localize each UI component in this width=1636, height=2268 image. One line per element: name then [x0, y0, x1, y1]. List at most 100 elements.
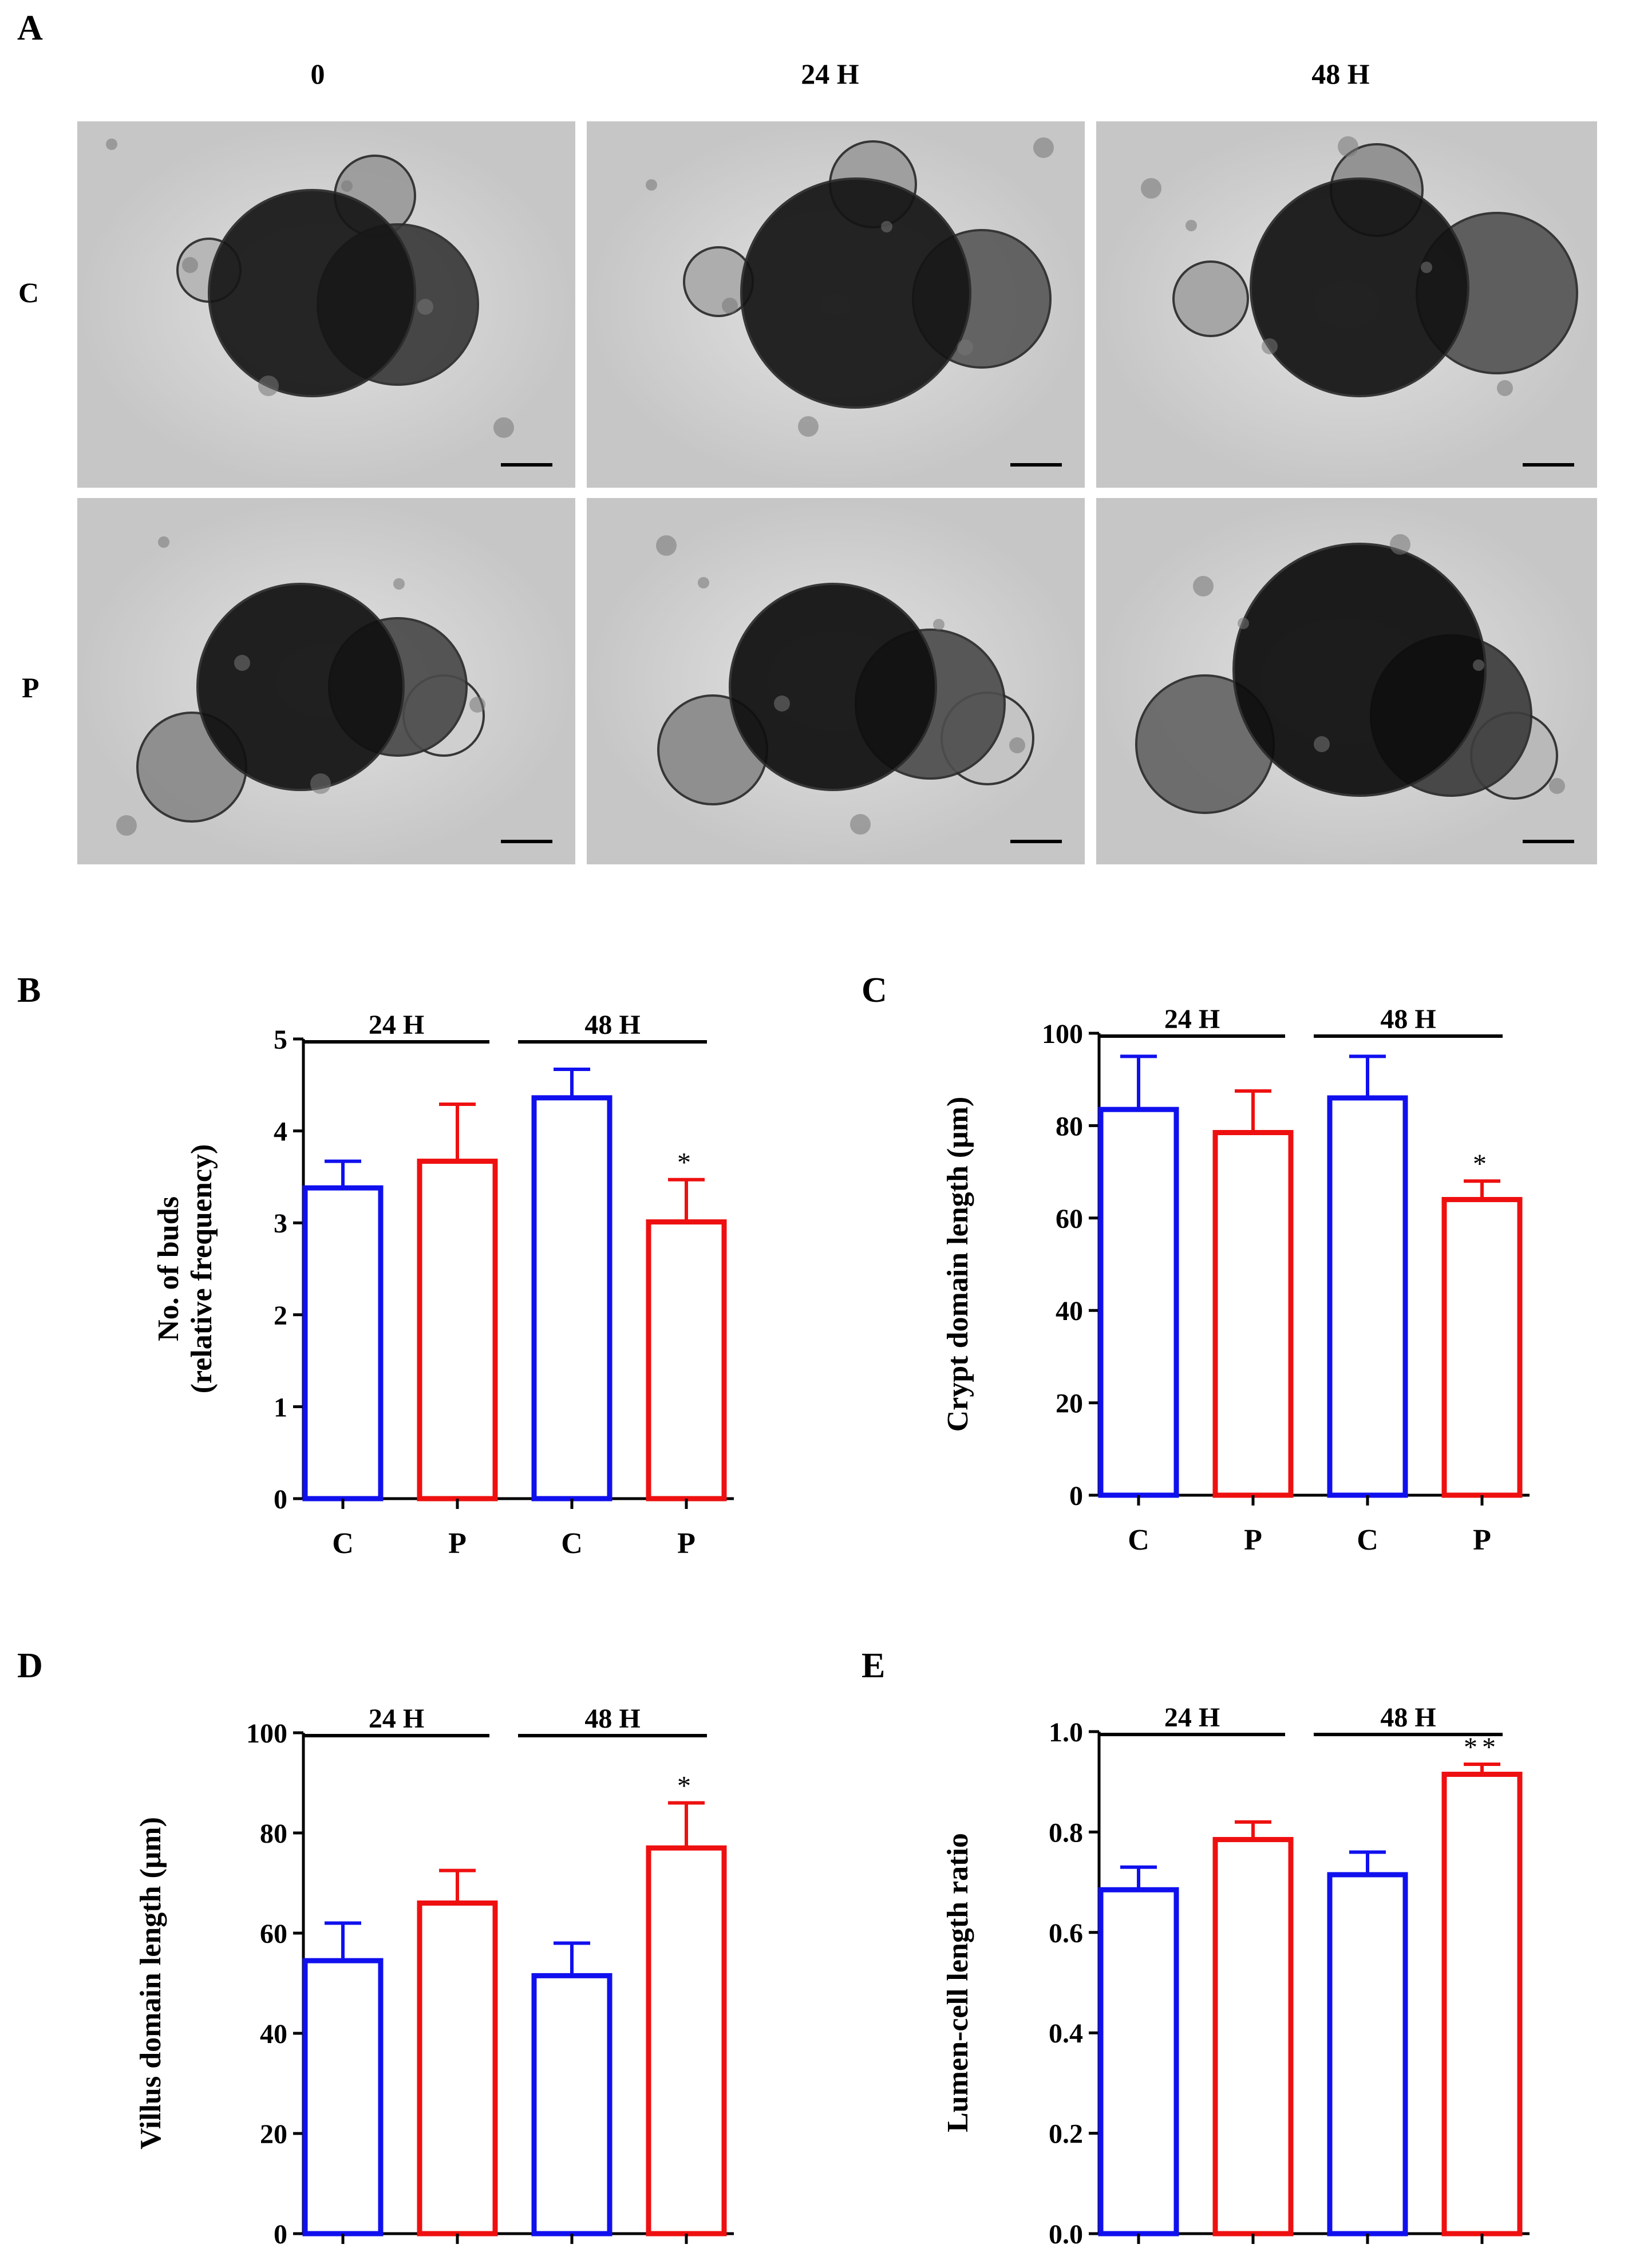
y-tick-label: 0.2	[1049, 2119, 1083, 2150]
micrograph-p-0	[77, 498, 575, 864]
significance-marker: *	[677, 1771, 696, 1801]
y-tick-label: 80	[1056, 1111, 1083, 1141]
x-category-label: P	[448, 1527, 467, 1560]
panel-letter-a: A	[17, 9, 43, 48]
y-tick-label: 4	[274, 1117, 287, 1147]
group-label: 48 H	[584, 1704, 640, 1734]
micrograph-c-2	[1096, 121, 1597, 488]
group-label: 48 H	[584, 1010, 640, 1040]
x-category-label: C	[561, 2262, 583, 2268]
panel-letter-c: C	[862, 971, 887, 1010]
group-label: 24 H	[369, 1704, 424, 1734]
y-axis-label: Crypt domain length (μm)	[942, 1097, 974, 1432]
x-category-label: P	[1244, 2262, 1262, 2268]
time-label-0: 0	[310, 58, 325, 90]
y-tick-label: 0	[274, 1484, 287, 1515]
micrograph-c-0	[77, 121, 575, 488]
x-category-label: P	[448, 2262, 467, 2268]
chart-panel-e: E 0.0 0.2 0.4 0.6 0.8 1.0 Lumen-cell length rat…	[862, 1646, 1530, 2268]
time-label-48h: 48 H	[1311, 58, 1370, 90]
y-axis-label: No. of buds	[152, 1196, 185, 1341]
bar-c-24h	[302, 1185, 384, 1502]
group-label: 48 H	[1380, 1004, 1436, 1034]
x-category-label: P	[677, 1527, 696, 1560]
y-axis-label: Lumen-cell length ratio	[942, 1833, 974, 2132]
bar-p-48h	[646, 1219, 727, 1502]
bar-c-48h	[531, 1973, 612, 2237]
x-category-label: P	[1244, 1524, 1262, 1556]
panel-letter-e: E	[862, 1646, 885, 1685]
significance-marker: *	[677, 1148, 696, 1178]
significance-marker: *	[1473, 1149, 1491, 1179]
organoid-shape	[740, 177, 971, 409]
chart-panel-d: D 0 20 40 60 80 100 Villus domain length (μm) C P…	[17, 1646, 734, 2268]
panel-letter-b: B	[17, 971, 41, 1010]
chart-panel-c: C 0 20 40 60 80 100 Crypt domain length (μm) C P C…	[862, 971, 1530, 1556]
x-category-label: P	[1473, 1524, 1491, 1556]
bar-c-24h	[1098, 1887, 1179, 2237]
x-category-label: C	[332, 1527, 354, 1560]
y-tick-label: 20	[260, 2119, 287, 2150]
bar-c-48h	[1327, 1095, 1408, 1498]
bar-p-24h	[417, 1900, 498, 2237]
bar-p-24h	[1212, 1837, 1294, 2237]
y-tick-label: 0	[274, 2219, 287, 2250]
bar-c-48h	[531, 1095, 612, 1502]
y-axis-label: Villus domain length (μm)	[135, 1817, 167, 2150]
x-category-label: C	[1128, 1524, 1149, 1556]
group-label: 24 H	[369, 1010, 424, 1040]
bar-p-48h	[1441, 1772, 1523, 2237]
row-label-c: C	[18, 276, 39, 309]
organoid-shape	[208, 189, 416, 397]
y-axis-label: (relative frequency)	[185, 1144, 218, 1394]
y-tick-label: 1	[274, 1392, 287, 1423]
y-tick-label: 0.8	[1049, 1817, 1083, 1848]
y-tick-label: 0.0	[1049, 2219, 1083, 2250]
bar-p-24h	[417, 1159, 498, 1502]
y-tick-label: 2	[274, 1301, 287, 1331]
group-label: 24 H	[1164, 1004, 1220, 1034]
y-tick-label: 40	[1056, 1296, 1083, 1326]
y-tick-label: 80	[260, 1819, 287, 1849]
x-category-label: C	[1128, 2262, 1149, 2268]
y-tick-label: 100	[246, 1718, 287, 1749]
y-tick-label: 20	[1056, 1389, 1083, 1419]
x-category-label: P	[1473, 2262, 1491, 2268]
y-tick-label: 1.0	[1049, 1717, 1083, 1748]
bar-p-24h	[1212, 1130, 1294, 1498]
time-label-24h: 24 H	[801, 58, 859, 90]
bar-c-24h	[302, 1958, 384, 2237]
y-tick-label: 3	[274, 1208, 287, 1239]
y-tick-label: 5	[274, 1025, 287, 1055]
organoid-shape	[1250, 177, 1469, 397]
y-tick-label: 40	[260, 2019, 287, 2049]
bar-c-24h	[1098, 1107, 1179, 1498]
organoid-shape	[1232, 543, 1487, 797]
significance-marker: **	[1464, 1732, 1500, 1763]
y-tick-label: 0.6	[1049, 1918, 1083, 1949]
y-tick-label: 60	[260, 1919, 287, 1949]
y-tick-label: 100	[1042, 1019, 1083, 1049]
micrograph-p-1	[587, 498, 1085, 864]
chart-panel-b: B 0 1 2 3 4 5 No. of buds (relative frequency) C P…	[17, 971, 734, 1560]
y-tick-label: 60	[1056, 1204, 1083, 1234]
x-category-label: C	[1357, 1524, 1378, 1556]
group-label: 24 H	[1164, 1702, 1220, 1733]
micrograph-c-1	[587, 121, 1085, 488]
bar-c-48h	[1327, 1872, 1408, 2237]
organoid-shape	[196, 583, 405, 791]
y-tick-label: 0.4	[1049, 2018, 1083, 2049]
organoid-shape	[729, 583, 937, 791]
x-category-label: C	[561, 1527, 583, 1560]
bar-p-48h	[1441, 1197, 1523, 1498]
x-category-label: C	[1357, 2262, 1378, 2268]
organoid-shape	[1172, 260, 1249, 337]
row-label-p: P	[22, 671, 39, 704]
bar-p-48h	[646, 1845, 727, 2237]
panel-letter-d: D	[17, 1646, 43, 1685]
x-category-label: C	[332, 2262, 354, 2268]
group-label: 48 H	[1380, 1702, 1436, 1733]
y-tick-label: 0	[1069, 1481, 1083, 1511]
x-category-label: P	[677, 2262, 696, 2268]
micrograph-p-2	[1096, 498, 1597, 864]
